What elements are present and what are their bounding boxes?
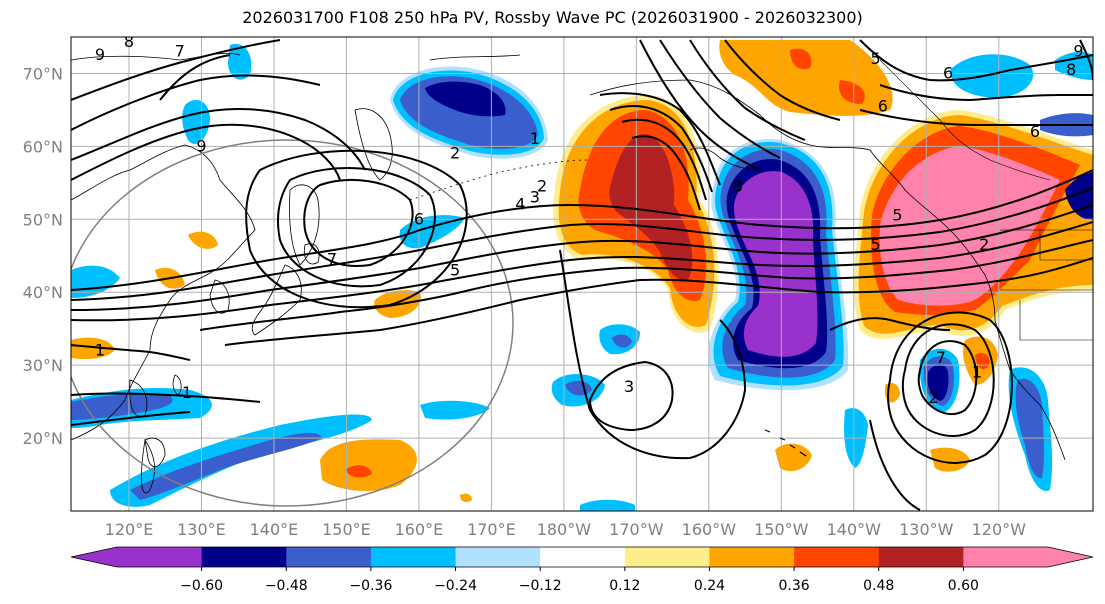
contour-label: 7 — [175, 42, 185, 61]
longitude-tick-label: 170°E — [467, 520, 516, 539]
contour-label: 3 — [624, 377, 634, 396]
latitude-axis: 70°N 60°N 50°N 40°N 30°N 20°N — [23, 64, 63, 448]
longitude-tick-label: 160°E — [395, 520, 444, 539]
contour-label: 2 — [537, 176, 547, 195]
contour-label: 9 — [1073, 42, 1083, 61]
contour-label: 1 — [972, 362, 982, 381]
contour-label: 6 — [414, 209, 424, 228]
colorbar-swatch — [201, 547, 287, 567]
colorbar-swatch — [794, 547, 880, 567]
colorbar-swatch — [370, 547, 457, 567]
longitude-tick-label: 130°E — [177, 520, 226, 539]
longitude-tick-label: 170°W — [609, 520, 664, 539]
colorbar-swatch — [963, 547, 1049, 567]
colorbar-tick-label: 0.36 — [779, 578, 810, 594]
contour-label: 8 — [124, 32, 134, 51]
longitude-tick-label: 120°E — [105, 520, 154, 539]
colorbar-swatch — [455, 547, 541, 567]
great-circle-reference — [71, 139, 514, 507]
colorbar-swatch — [540, 547, 626, 567]
contour-label: 2 — [979, 235, 989, 254]
colorbar-extend-high — [1048, 547, 1093, 567]
contour-label: 4 — [515, 195, 525, 214]
colorbar-tick-label: 0.48 — [863, 578, 894, 594]
contour-label: 7 — [327, 249, 337, 268]
contour-label: 1 — [530, 129, 540, 148]
colorbar-extend-low — [71, 547, 117, 567]
colorbar-tick-label: −0.24 — [434, 578, 477, 594]
contour-label: 6 — [1030, 122, 1040, 141]
colorbar-tick-label: −0.12 — [519, 578, 562, 594]
contour-label: 9 — [95, 45, 105, 64]
latitude-tick-label: 50°N — [23, 210, 63, 229]
colorbar-tick-label: 0.12 — [609, 578, 640, 594]
longitude-tick-label: 120°W — [972, 520, 1027, 539]
colorbar-swatch — [709, 547, 795, 567]
longitude-tick-label: 130°W — [899, 520, 954, 539]
longitude-tick-label: 180°W — [537, 520, 592, 539]
contour-label: 5 — [450, 260, 460, 279]
map-title: 2026031700 F108 250 hPa PV, Rossby Wave … — [242, 8, 863, 27]
colorbar-swatch — [878, 547, 964, 567]
contour-label: 2 — [928, 388, 938, 407]
lat-lon-gridlines — [71, 37, 1093, 511]
contour-label: 6 — [943, 63, 953, 82]
colorbar-tick-label: −0.60 — [180, 578, 223, 594]
colorbar-tick-label: −0.48 — [265, 578, 308, 594]
map-frame — [70, 36, 1094, 512]
longitude-tick-label: 160°W — [682, 520, 737, 539]
contour-label: 1 — [95, 341, 105, 360]
latitude-tick-label: 70°N — [23, 64, 63, 83]
pv-contours — [71, 39, 1093, 511]
contour-label: 9 — [196, 136, 206, 155]
longitude-axis: 120°E 130°E 140°E 150°E 160°E 170°E 180°W 170°W… — [105, 520, 1026, 539]
longitude-tick-label: 140°W — [827, 520, 882, 539]
contour-label: 5 — [870, 49, 880, 68]
longitude-tick-label: 140°E — [250, 520, 299, 539]
latitude-tick-label: 30°N — [23, 356, 63, 375]
colorbar-swatch — [117, 547, 203, 567]
longitude-tick-label: 150°E — [322, 520, 371, 539]
colorbar-tick-label: −0.36 — [349, 578, 392, 594]
contour-label: 5 — [870, 235, 880, 254]
latitude-tick-label: 20°N — [23, 429, 63, 448]
contour-label: 7 — [936, 348, 946, 367]
colorbar-outline — [70, 546, 1094, 568]
contour-label: 6 — [878, 96, 888, 115]
colorbar: −0.60 −0.48 −0.36 −0.24 −0.12 0.12 0.24 0.36 0.4… — [70, 546, 1094, 594]
colorbar-tick-label: 0.60 — [948, 578, 979, 594]
latitude-tick-label: 40°N — [23, 283, 63, 302]
longitude-tick-label: 150°W — [754, 520, 809, 539]
contour-label: 2 — [450, 144, 460, 163]
contour-label: 5 — [892, 206, 902, 225]
contour-label: 3 — [530, 187, 540, 206]
colorbar-tick-label: 0.24 — [694, 578, 725, 594]
latitude-tick-label: 60°N — [23, 137, 63, 156]
colorbar-swatch — [286, 547, 372, 567]
contour-label: 1 — [182, 383, 192, 402]
contour-label: 8 — [733, 176, 743, 195]
contour-label: 8 — [1066, 60, 1076, 79]
colorbar-swatch — [624, 547, 710, 567]
